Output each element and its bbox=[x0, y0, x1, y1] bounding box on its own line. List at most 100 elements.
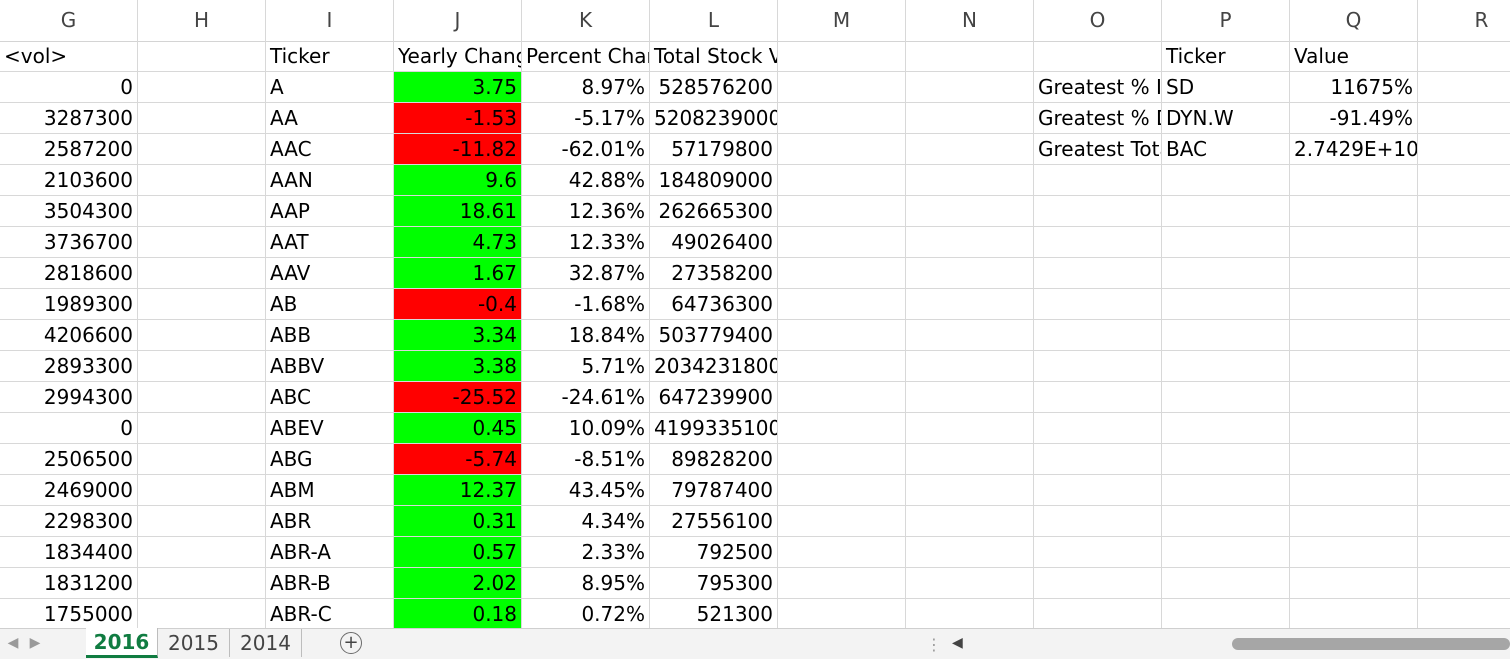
cell-r[interactable] bbox=[1418, 196, 1510, 227]
total-volume-cell[interactable]: 89828200 bbox=[650, 444, 778, 475]
cell-r[interactable] bbox=[1418, 475, 1510, 506]
cell-m[interactable] bbox=[778, 382, 906, 413]
percent-change-cell[interactable]: -24.61% bbox=[522, 382, 650, 413]
cell-h[interactable] bbox=[138, 413, 266, 444]
vol-cell[interactable]: 1834400 bbox=[0, 537, 138, 568]
total-volume-cell[interactable]: 79787400 bbox=[650, 475, 778, 506]
yearly-change-cell[interactable]: 0.57 bbox=[394, 537, 522, 568]
cell-n[interactable] bbox=[906, 134, 1034, 165]
header-cell-o[interactable] bbox=[1034, 41, 1162, 72]
yearly-change-cell[interactable]: 3.38 bbox=[394, 351, 522, 382]
cell-p[interactable] bbox=[1162, 165, 1290, 196]
cell-n[interactable] bbox=[906, 537, 1034, 568]
cell-p[interactable] bbox=[1162, 289, 1290, 320]
cell-m[interactable] bbox=[778, 134, 906, 165]
total-volume-cell[interactable]: 184809000 bbox=[650, 165, 778, 196]
yearly-change-cell[interactable]: 1.67 bbox=[394, 258, 522, 289]
cell-h[interactable] bbox=[138, 72, 266, 103]
cell-o[interactable] bbox=[1034, 289, 1162, 320]
cell-r[interactable] bbox=[1418, 134, 1510, 165]
header-cell-n[interactable] bbox=[906, 41, 1034, 72]
yearly-change-cell[interactable]: -11.82 bbox=[394, 134, 522, 165]
cell-m[interactable] bbox=[778, 72, 906, 103]
yearly-change-cell[interactable]: 12.37 bbox=[394, 475, 522, 506]
vol-cell[interactable]: 0 bbox=[0, 413, 138, 444]
vol-cell[interactable]: 1831200 bbox=[0, 568, 138, 599]
cell-n[interactable] bbox=[906, 413, 1034, 444]
vol-cell[interactable]: 0 bbox=[0, 72, 138, 103]
cell-h[interactable] bbox=[138, 475, 266, 506]
cell-r[interactable] bbox=[1418, 72, 1510, 103]
cell-h[interactable] bbox=[138, 351, 266, 382]
vertical-dots-icon[interactable]: ⋮ bbox=[926, 635, 942, 654]
total-volume-cell[interactable]: 57179800 bbox=[650, 134, 778, 165]
total-volume-cell[interactable]: 792500 bbox=[650, 537, 778, 568]
percent-change-cell[interactable]: 4.34% bbox=[522, 506, 650, 537]
tab-sheet-2014[interactable]: 2014 bbox=[230, 629, 302, 657]
column-header-o[interactable]: O bbox=[1034, 0, 1162, 41]
cell-n[interactable] bbox=[906, 289, 1034, 320]
cell-h[interactable] bbox=[138, 382, 266, 413]
ticker-cell[interactable]: ABEV bbox=[266, 413, 394, 444]
cell-r[interactable] bbox=[1418, 413, 1510, 444]
cell-o[interactable] bbox=[1034, 568, 1162, 599]
cell-r[interactable] bbox=[1418, 382, 1510, 413]
cell-q[interactable] bbox=[1290, 320, 1418, 351]
ticker-cell[interactable]: ABR-B bbox=[266, 568, 394, 599]
cell-o[interactable] bbox=[1034, 196, 1162, 227]
cell-m[interactable] bbox=[778, 289, 906, 320]
header-cell-r[interactable] bbox=[1418, 41, 1510, 72]
ticker-cell[interactable]: AAC bbox=[266, 134, 394, 165]
column-header-j[interactable]: J bbox=[394, 0, 522, 41]
vol-cell[interactable]: 2103600 bbox=[0, 165, 138, 196]
tab-sheet-2016[interactable]: 2016 bbox=[86, 628, 158, 658]
yearly-change-cell[interactable]: 9.6 bbox=[394, 165, 522, 196]
percent-change-cell[interactable]: 10.09% bbox=[522, 413, 650, 444]
total-volume-cell[interactable]: 647239900 bbox=[650, 382, 778, 413]
cell-p[interactable] bbox=[1162, 351, 1290, 382]
total-volume-cell[interactable]: 2034231800 bbox=[650, 351, 778, 382]
cell-n[interactable] bbox=[906, 568, 1034, 599]
header-cell-i[interactable]: Ticker bbox=[266, 41, 394, 72]
cell-p[interactable] bbox=[1162, 599, 1290, 628]
summary-value-cell[interactable]: -91.49% bbox=[1290, 103, 1418, 134]
column-header-h[interactable]: H bbox=[138, 0, 266, 41]
vol-cell[interactable]: 2298300 bbox=[0, 506, 138, 537]
cell-q[interactable] bbox=[1290, 196, 1418, 227]
cell-p[interactable] bbox=[1162, 382, 1290, 413]
total-volume-cell[interactable]: 27556100 bbox=[650, 506, 778, 537]
cell-r[interactable] bbox=[1418, 103, 1510, 134]
cell-p[interactable] bbox=[1162, 258, 1290, 289]
vol-cell[interactable]: 3287300 bbox=[0, 103, 138, 134]
header-cell-l[interactable]: Total Stock Volume bbox=[650, 41, 778, 72]
cell-n[interactable] bbox=[906, 103, 1034, 134]
cell-m[interactable] bbox=[778, 227, 906, 258]
header-cell-j[interactable]: Yearly Change bbox=[394, 41, 522, 72]
summary-ticker-cell[interactable]: BAC bbox=[1162, 134, 1290, 165]
cell-o[interactable] bbox=[1034, 320, 1162, 351]
cell-h[interactable] bbox=[138, 165, 266, 196]
percent-change-cell[interactable]: 5.71% bbox=[522, 351, 650, 382]
percent-change-cell[interactable]: 8.97% bbox=[522, 72, 650, 103]
cell-h[interactable] bbox=[138, 537, 266, 568]
cell-n[interactable] bbox=[906, 320, 1034, 351]
cell-m[interactable] bbox=[778, 258, 906, 289]
column-header-q[interactable]: Q bbox=[1290, 0, 1418, 41]
cell-q[interactable] bbox=[1290, 165, 1418, 196]
column-header-n[interactable]: N bbox=[906, 0, 1034, 41]
cell-h[interactable] bbox=[138, 258, 266, 289]
cell-q[interactable] bbox=[1290, 599, 1418, 628]
cell-q[interactable] bbox=[1290, 289, 1418, 320]
cell-r[interactable] bbox=[1418, 568, 1510, 599]
cell-o[interactable] bbox=[1034, 227, 1162, 258]
triangle-right-icon[interactable]: ▶ bbox=[29, 635, 41, 651]
cell-h[interactable] bbox=[138, 289, 266, 320]
vol-cell[interactable]: 2994300 bbox=[0, 382, 138, 413]
cell-q[interactable] bbox=[1290, 382, 1418, 413]
ticker-cell[interactable]: ABBV bbox=[266, 351, 394, 382]
vol-cell[interactable]: 2506500 bbox=[0, 444, 138, 475]
yearly-change-cell[interactable]: 0.45 bbox=[394, 413, 522, 444]
percent-change-cell[interactable]: -8.51% bbox=[522, 444, 650, 475]
cell-m[interactable] bbox=[778, 537, 906, 568]
cell-q[interactable] bbox=[1290, 506, 1418, 537]
